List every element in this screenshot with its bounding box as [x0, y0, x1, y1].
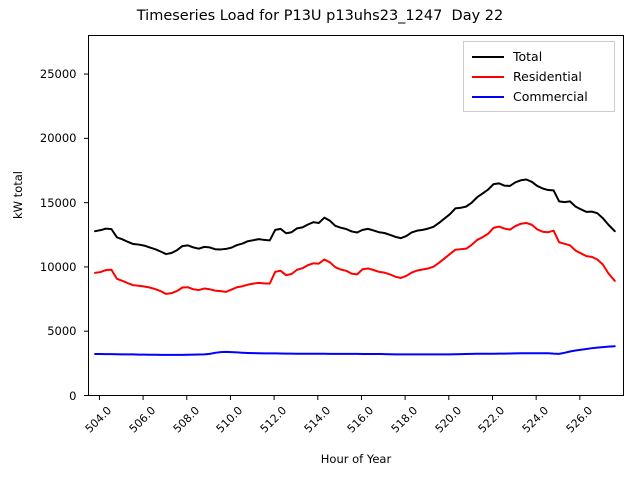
legend: Total Residential Commercial	[463, 41, 615, 112]
legend-swatch-residential	[472, 76, 504, 78]
y-tick-label: 25000	[39, 67, 77, 82]
legend-item-residential: Residential	[472, 67, 606, 87]
x-tick-marks	[98, 395, 581, 400]
series-line-commercial	[94, 345, 616, 356]
legend-swatch-total	[472, 56, 504, 58]
series-line-residential	[94, 221, 616, 295]
legend-swatch-commercial	[472, 96, 504, 98]
y-tick-label: 0	[69, 388, 77, 403]
y-tick-marks	[84, 73, 89, 396]
series-line-total	[94, 178, 616, 256]
legend-item-commercial: Commercial	[472, 87, 606, 107]
y-tick-label: 10000	[39, 259, 77, 274]
data-series-group	[94, 178, 616, 356]
y-tick-label: 15000	[39, 195, 77, 210]
x-axis-label: Hour of Year	[320, 452, 392, 466]
legend-item-total: Total	[472, 47, 606, 67]
y-tick-label: 20000	[39, 131, 77, 146]
legend-label-commercial: Commercial	[513, 89, 588, 104]
chart-title: Timeseries Load for P13U p13uhs23_1247 D…	[136, 8, 504, 24]
legend-label-total: Total	[513, 49, 543, 64]
legend-label-residential: Residential	[513, 69, 582, 84]
y-tick-label: 5000	[47, 324, 77, 339]
